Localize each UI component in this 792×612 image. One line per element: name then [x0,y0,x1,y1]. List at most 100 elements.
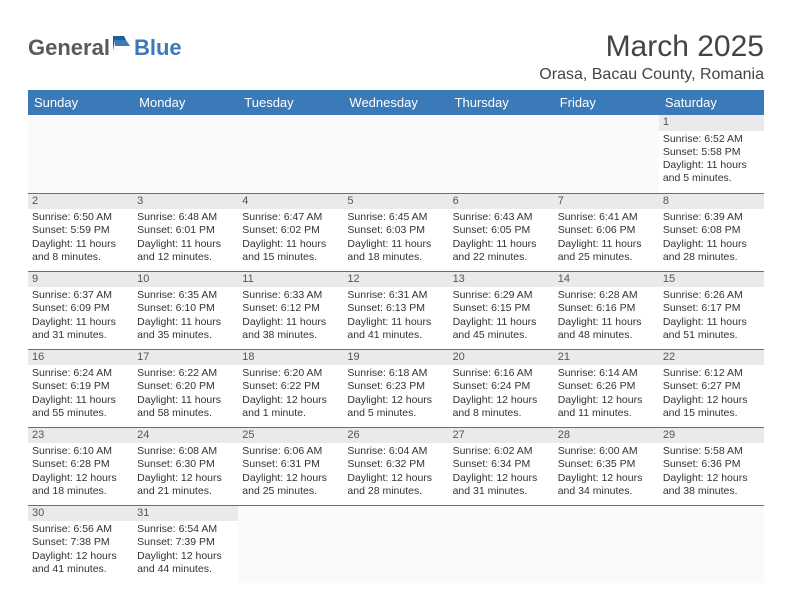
calendar-cell: 21Sunrise: 6:14 AMSunset: 6:26 PMDayligh… [554,349,659,427]
sunset-text: Sunset: 6:17 PM [663,302,760,315]
day-number: 1 [659,115,764,131]
day-number: 29 [659,428,764,444]
daylight-text: Daylight: 12 hours and 28 minutes. [347,472,444,498]
sunrise-text: Sunrise: 6:00 AM [558,445,655,458]
calendar-row: 1Sunrise: 6:52 AMSunset: 5:58 PMDaylight… [28,115,764,193]
sunset-text: Sunset: 6:16 PM [558,302,655,315]
sunrise-text: Sunrise: 6:31 AM [347,289,444,302]
calendar-cell: 5Sunrise: 6:45 AMSunset: 6:03 PMDaylight… [343,193,448,271]
sunrise-text: Sunrise: 6:10 AM [32,445,129,458]
weekday-header: Friday [554,90,659,115]
day-number: 28 [554,428,659,444]
sunrise-text: Sunrise: 6:08 AM [137,445,234,458]
calendar-cell: 20Sunrise: 6:16 AMSunset: 6:24 PMDayligh… [449,349,554,427]
day-number: 26 [343,428,448,444]
title-block: March 2025 Orasa, Bacau County, Romania [539,30,764,84]
sunset-text: Sunset: 6:22 PM [242,380,339,393]
calendar-cell: 8Sunrise: 6:39 AMSunset: 6:08 PMDaylight… [659,193,764,271]
day-number: 6 [449,194,554,210]
header: General Blue March 2025 Orasa, Bacau Cou… [28,30,764,84]
sunset-text: Sunset: 7:38 PM [32,536,129,549]
day-number: 15 [659,272,764,288]
daylight-text: Daylight: 11 hours and 55 minutes. [32,394,129,420]
sunrise-text: Sunrise: 6:20 AM [242,367,339,380]
sunset-text: Sunset: 6:02 PM [242,224,339,237]
sunset-text: Sunset: 6:01 PM [137,224,234,237]
sunrise-text: Sunrise: 6:02 AM [453,445,550,458]
sunset-text: Sunset: 6:09 PM [32,302,129,315]
daylight-text: Daylight: 11 hours and 8 minutes. [32,238,129,264]
calendar-cell: 3Sunrise: 6:48 AMSunset: 6:01 PMDaylight… [133,193,238,271]
calendar-cell [449,505,554,583]
sunset-text: Sunset: 6:26 PM [558,380,655,393]
calendar-cell [238,505,343,583]
calendar-cell: 16Sunrise: 6:24 AMSunset: 6:19 PMDayligh… [28,349,133,427]
sunrise-text: Sunrise: 6:47 AM [242,211,339,224]
sunset-text: Sunset: 6:06 PM [558,224,655,237]
sunset-text: Sunset: 6:31 PM [242,458,339,471]
daylight-text: Daylight: 11 hours and 15 minutes. [242,238,339,264]
sunrise-text: Sunrise: 6:14 AM [558,367,655,380]
sunrise-text: Sunrise: 6:16 AM [453,367,550,380]
weekday-header-row: Sunday Monday Tuesday Wednesday Thursday… [28,90,764,115]
weekday-header: Saturday [659,90,764,115]
calendar-cell [659,505,764,583]
sunset-text: Sunset: 6:10 PM [137,302,234,315]
calendar-row: 23Sunrise: 6:10 AMSunset: 6:28 PMDayligh… [28,427,764,505]
sunrise-text: Sunrise: 6:04 AM [347,445,444,458]
calendar-row: 30Sunrise: 6:56 AMSunset: 7:38 PMDayligh… [28,505,764,583]
daylight-text: Daylight: 11 hours and 28 minutes. [663,238,760,264]
day-number: 21 [554,350,659,366]
sunset-text: Sunset: 6:13 PM [347,302,444,315]
daylight-text: Daylight: 11 hours and 31 minutes. [32,316,129,342]
daylight-text: Daylight: 12 hours and 41 minutes. [32,550,129,576]
daylight-text: Daylight: 11 hours and 5 minutes. [663,159,760,185]
sunset-text: Sunset: 6:19 PM [32,380,129,393]
day-number: 4 [238,194,343,210]
calendar-cell: 4Sunrise: 6:47 AMSunset: 6:02 PMDaylight… [238,193,343,271]
sunrise-text: Sunrise: 6:37 AM [32,289,129,302]
daylight-text: Daylight: 12 hours and 11 minutes. [558,394,655,420]
daylight-text: Daylight: 11 hours and 35 minutes. [137,316,234,342]
sunrise-text: Sunrise: 6:56 AM [32,523,129,536]
day-number: 8 [659,194,764,210]
day-number: 3 [133,194,238,210]
calendar-cell: 9Sunrise: 6:37 AMSunset: 6:09 PMDaylight… [28,271,133,349]
calendar-cell: 22Sunrise: 6:12 AMSunset: 6:27 PMDayligh… [659,349,764,427]
sunset-text: Sunset: 6:24 PM [453,380,550,393]
day-number: 24 [133,428,238,444]
sunrise-text: Sunrise: 6:43 AM [453,211,550,224]
calendar-cell: 6Sunrise: 6:43 AMSunset: 6:05 PMDaylight… [449,193,554,271]
daylight-text: Daylight: 12 hours and 5 minutes. [347,394,444,420]
calendar-cell: 26Sunrise: 6:04 AMSunset: 6:32 PMDayligh… [343,427,448,505]
day-number: 18 [238,350,343,366]
day-number: 20 [449,350,554,366]
sunrise-text: Sunrise: 6:28 AM [558,289,655,302]
sunrise-text: Sunrise: 6:41 AM [558,211,655,224]
daylight-text: Daylight: 12 hours and 15 minutes. [663,394,760,420]
daylight-text: Daylight: 12 hours and 1 minute. [242,394,339,420]
daylight-text: Daylight: 11 hours and 38 minutes. [242,316,339,342]
calendar-cell [238,115,343,193]
weekday-header: Thursday [449,90,554,115]
weekday-header: Monday [133,90,238,115]
sunset-text: Sunset: 5:59 PM [32,224,129,237]
sunrise-text: Sunrise: 6:26 AM [663,289,760,302]
sunset-text: Sunset: 5:58 PM [663,146,760,159]
sunset-text: Sunset: 6:08 PM [663,224,760,237]
calendar-cell [133,115,238,193]
day-number: 30 [28,506,133,522]
sunset-text: Sunset: 6:36 PM [663,458,760,471]
calendar-cell: 14Sunrise: 6:28 AMSunset: 6:16 PMDayligh… [554,271,659,349]
logo-text-blue: Blue [134,35,182,61]
calendar-cell [343,505,448,583]
location: Orasa, Bacau County, Romania [539,66,764,84]
sunset-text: Sunset: 6:34 PM [453,458,550,471]
daylight-text: Daylight: 12 hours and 38 minutes. [663,472,760,498]
daylight-text: Daylight: 12 hours and 44 minutes. [137,550,234,576]
daylight-text: Daylight: 11 hours and 41 minutes. [347,316,444,342]
daylight-text: Daylight: 11 hours and 51 minutes. [663,316,760,342]
day-number: 25 [238,428,343,444]
day-number: 5 [343,194,448,210]
calendar-cell: 19Sunrise: 6:18 AMSunset: 6:23 PMDayligh… [343,349,448,427]
